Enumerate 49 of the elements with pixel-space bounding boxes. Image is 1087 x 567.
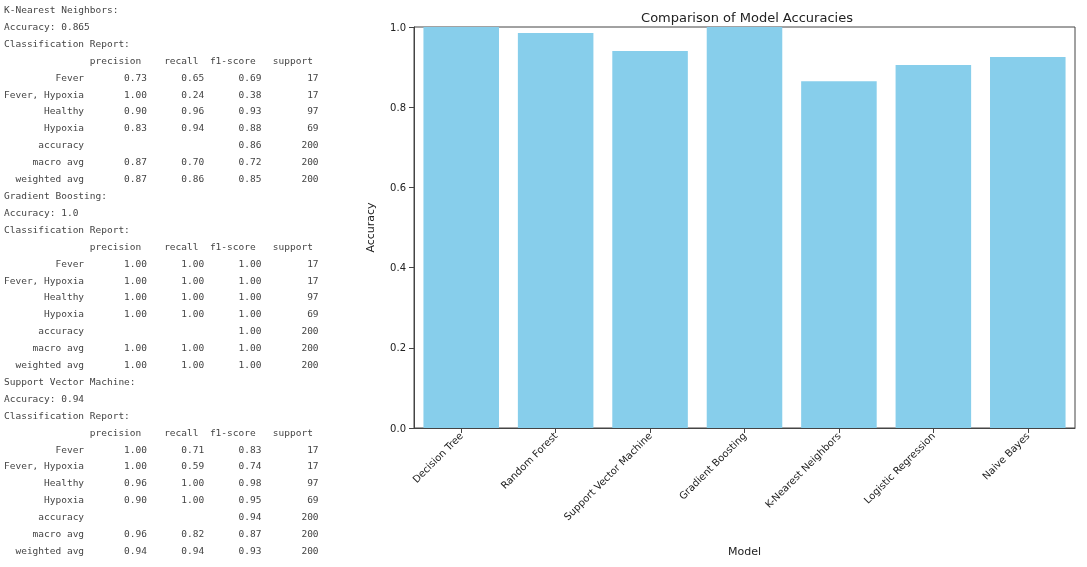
text: Fever 1.00 1.00 1.00 17 (54, 256, 320, 271)
bar (423, 27, 499, 428)
text: Classification Report: (4, 222, 131, 237)
text: Hypoxia 0.90 1.00 0.95 69 (43, 493, 320, 508)
text: precision recall f1-score support (88, 53, 314, 68)
text: Accuracy: 0.865 (4, 19, 91, 34)
y-tick-label: 0.4 (390, 262, 406, 274)
bar (706, 27, 783, 428)
text: Fever 1.00 0.71 0.83 17 (54, 442, 320, 457)
chart-title: Comparison of Model Accuracies (641, 10, 854, 25)
text: Hypoxia 1.00 1.00 1.00 69 (43, 307, 320, 322)
y-tick-label: 0.8 (390, 101, 406, 113)
text: precision recall f1-score support (88, 239, 314, 254)
text: Accuracy: 1.0 (4, 205, 80, 220)
bar (990, 57, 1066, 428)
text: Healthy 0.90 0.96 0.93 97 (43, 104, 320, 119)
text: accuracy 0.94 200 (37, 510, 320, 525)
text: macro avg 0.87 0.70 0.72 200 (31, 155, 320, 170)
text: Fever, Hypoxia 1.00 1.00 1.00 17 (4, 273, 320, 288)
text: weighted avg 1.00 1.00 1.00 200 (14, 358, 320, 373)
y-tick-label: 0.2 (390, 342, 406, 354)
text: Hypoxia 0.83 0.94 0.88 69 (43, 121, 320, 136)
text: Classification Report: (4, 36, 131, 51)
text: weighted avg 0.87 0.86 0.85 200 (14, 172, 320, 187)
bar (801, 81, 877, 428)
text: Classification Report: (4, 408, 131, 423)
text: K-Nearest Neighbors: (4, 3, 120, 17)
text: Accuracy: 0.94 (4, 391, 86, 406)
text: weighted avg 0.94 0.94 0.93 200 (14, 544, 320, 558)
text: macro avg 1.00 1.00 1.00 200 (31, 341, 320, 356)
text: accuracy 0.86 200 (37, 138, 320, 153)
text: Fever, Hypoxia 1.00 0.59 0.74 17 (4, 459, 320, 474)
y-axis-title: Accuracy (364, 201, 377, 253)
text: Fever, Hypoxia 1.00 0.24 0.38 17 (4, 87, 320, 102)
bar (517, 33, 594, 428)
bar (612, 51, 688, 428)
text: Healthy 1.00 1.00 1.00 97 (43, 290, 320, 305)
y-tick-label: 0.0 (390, 422, 406, 434)
bar (895, 65, 972, 428)
x-axis-title: Model (727, 545, 762, 558)
text: Support Vector Machine: (4, 374, 137, 389)
y-tick-label: 0.6 (390, 181, 406, 193)
text: Fever 0.73 0.65 0.69 17 (54, 70, 320, 85)
text: Gradient Boosting: (4, 188, 108, 203)
text: precision recall f1-score support (88, 425, 314, 440)
text: accuracy 1.00 200 (37, 324, 320, 339)
y-tick-label: 1.0 (390, 21, 406, 33)
text: macro avg 0.96 0.82 0.87 200 (31, 527, 320, 542)
text: Healthy 0.96 1.00 0.98 97 (43, 476, 320, 491)
